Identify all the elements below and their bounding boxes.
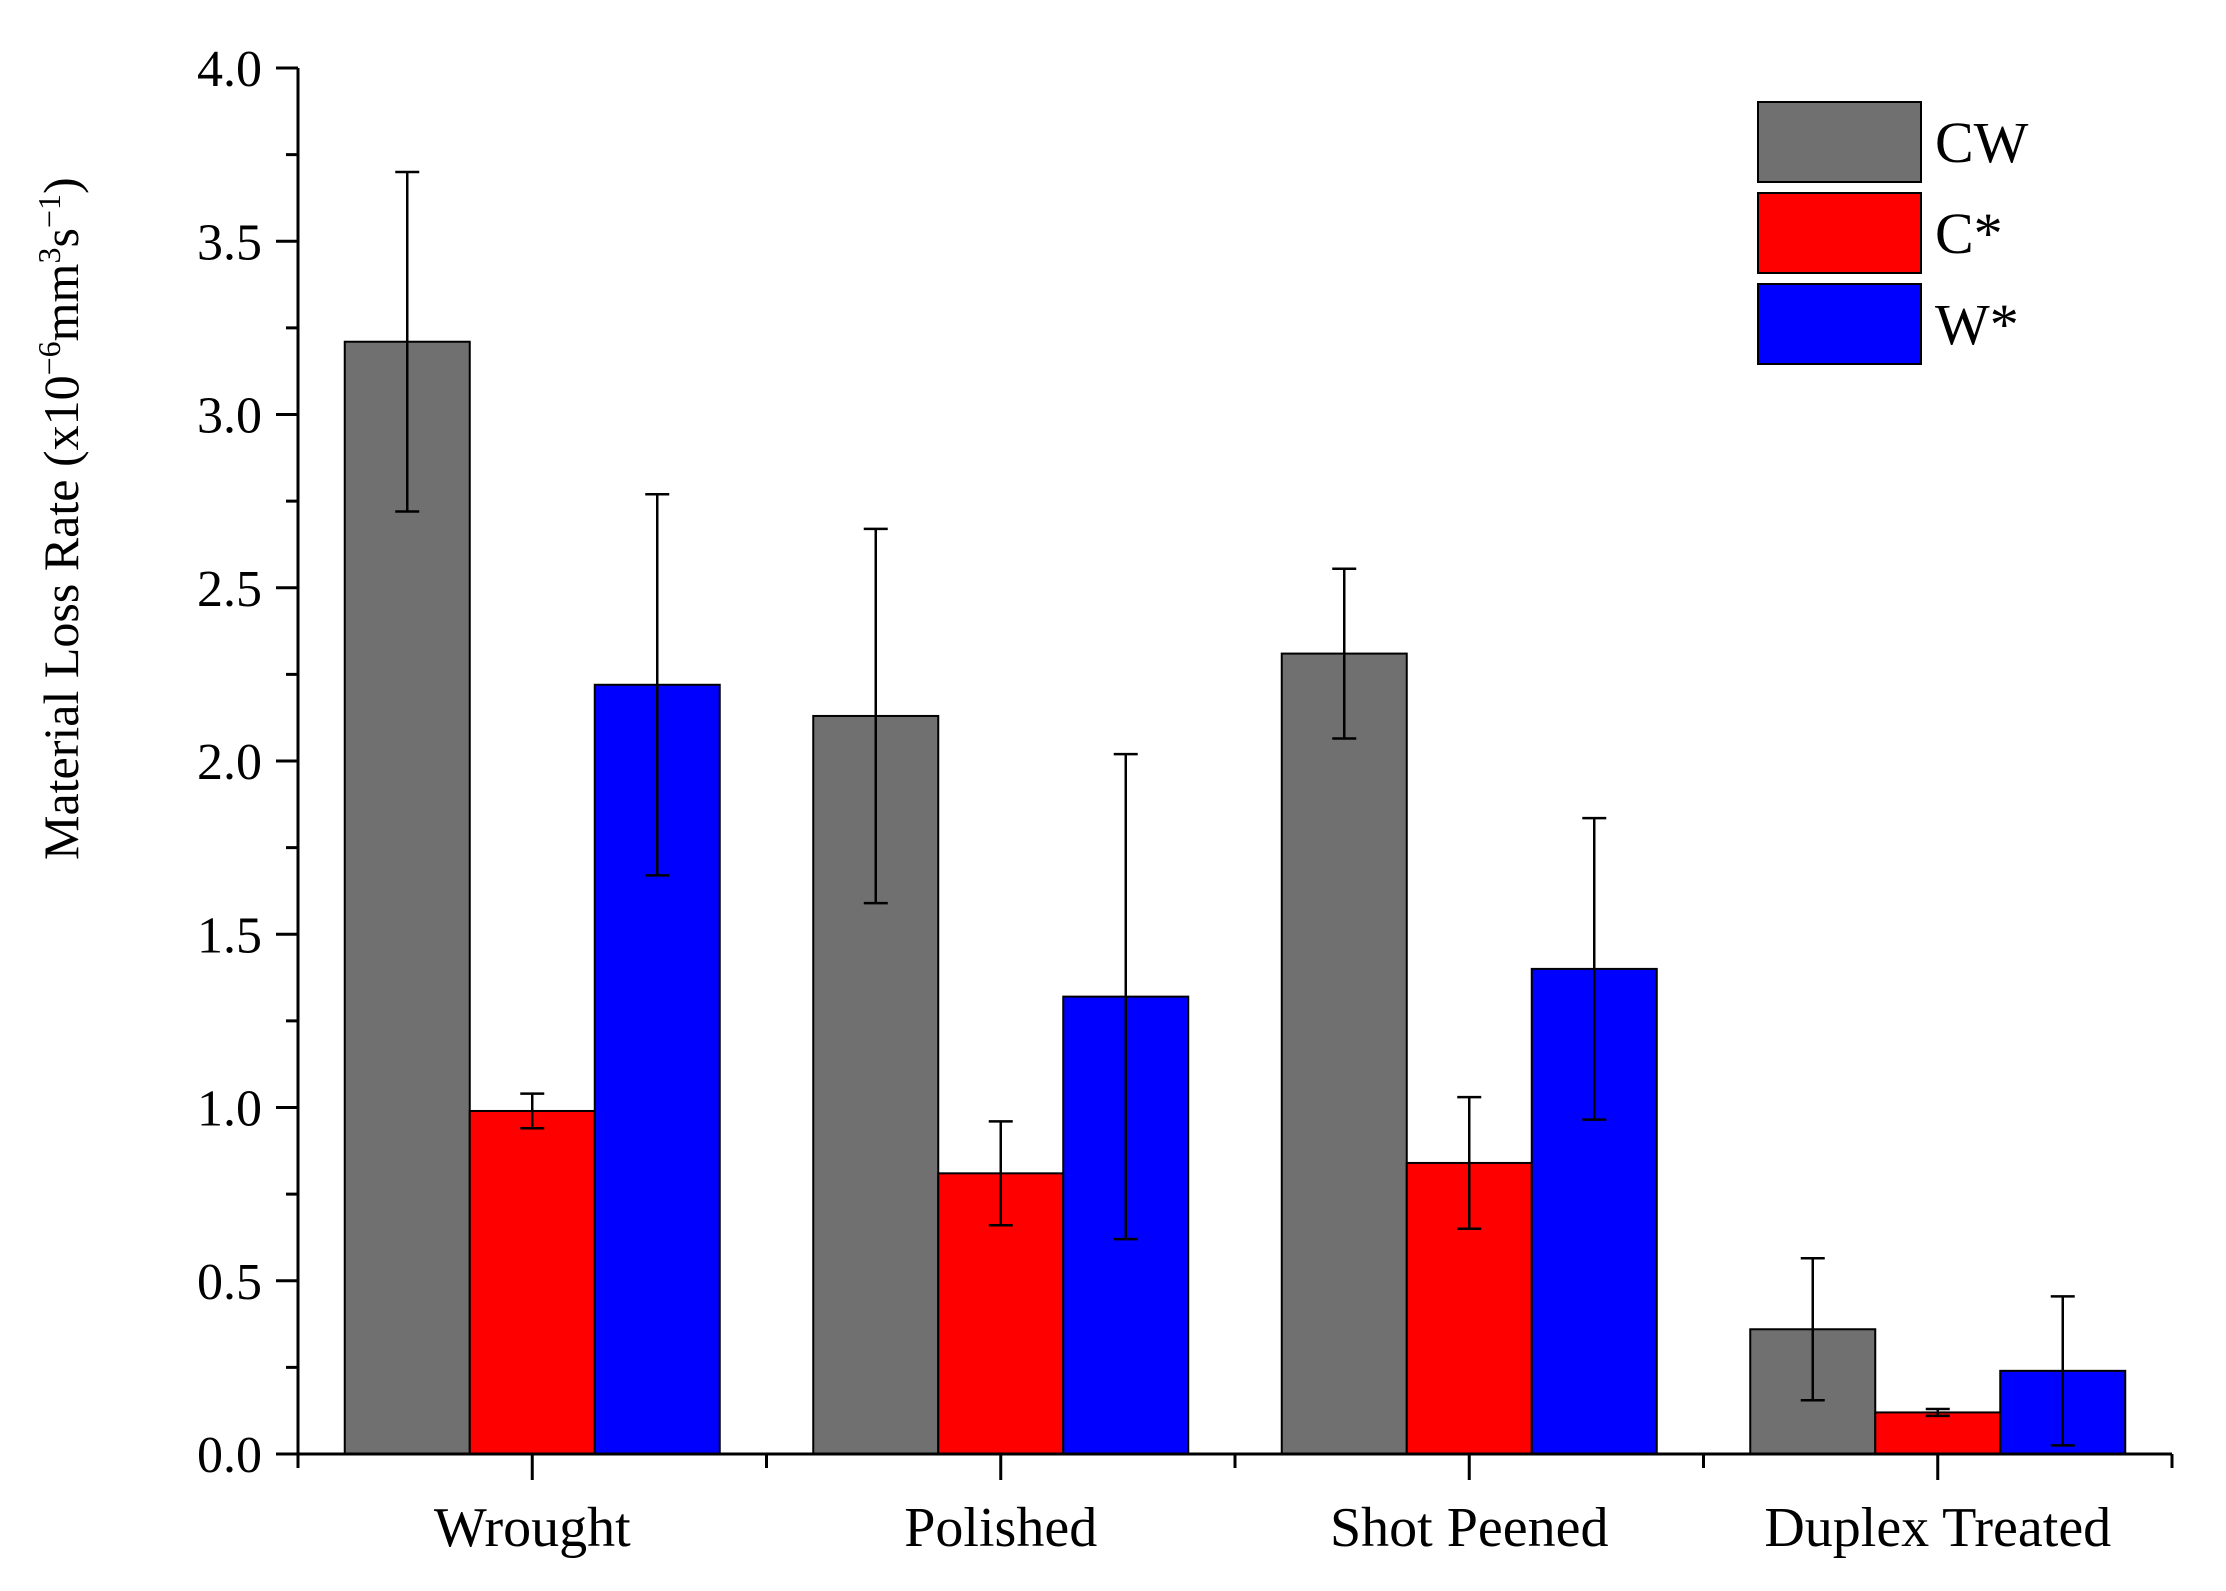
axes-layer: 0.0 0.5 1.0 1.5 2.0 2.5 3.0 3.5 4.0 Wrought Polish… — [197, 41, 2174, 1559]
legend-label-cstar: C* — [1935, 201, 2003, 266]
y-tick-label: 0.5 — [197, 1254, 262, 1311]
legend-swatch-cw — [1757, 101, 1922, 183]
y-tick-label: 4.0 — [197, 41, 262, 98]
x-tick-label-polished: Polished — [904, 1497, 1097, 1559]
y-tick-label: 3.0 — [197, 388, 262, 445]
y-tick-label: 2.0 — [197, 734, 262, 791]
legend-swatch-cstar — [1757, 192, 1922, 274]
bar-cstar-wrought — [468, 1109, 596, 1455]
bar-cstar-duplex-treated — [1874, 1411, 2002, 1456]
y-tick-label: 1.0 — [197, 1081, 262, 1138]
bars-layer — [343, 170, 2127, 1456]
legend-label-wstar: W* — [1935, 292, 2019, 357]
legend-swatch-wstar — [1757, 283, 1922, 365]
bar-cw-shot-peened — [1280, 652, 1408, 1455]
x-tick-label-shot-peened: Shot Peened — [1330, 1497, 1608, 1559]
legend: CW C* W* — [1757, 101, 2029, 365]
bar-cw-wrought — [343, 340, 471, 1455]
y-tick-label: 1.5 — [197, 907, 262, 964]
y-axis-label: Material Loss Rate (x10−6mm3s−1) — [31, 177, 89, 860]
y-tick-label: 3.5 — [197, 214, 262, 271]
y-tick-label: 0.0 — [197, 1427, 262, 1484]
x-tick-label-duplex-treated: Duplex Treated — [1764, 1497, 2111, 1559]
x-tick-label-wrought: Wrought — [434, 1497, 631, 1559]
legend-label-cw: CW — [1935, 110, 2029, 175]
y-tick-label: 2.5 — [197, 561, 262, 618]
